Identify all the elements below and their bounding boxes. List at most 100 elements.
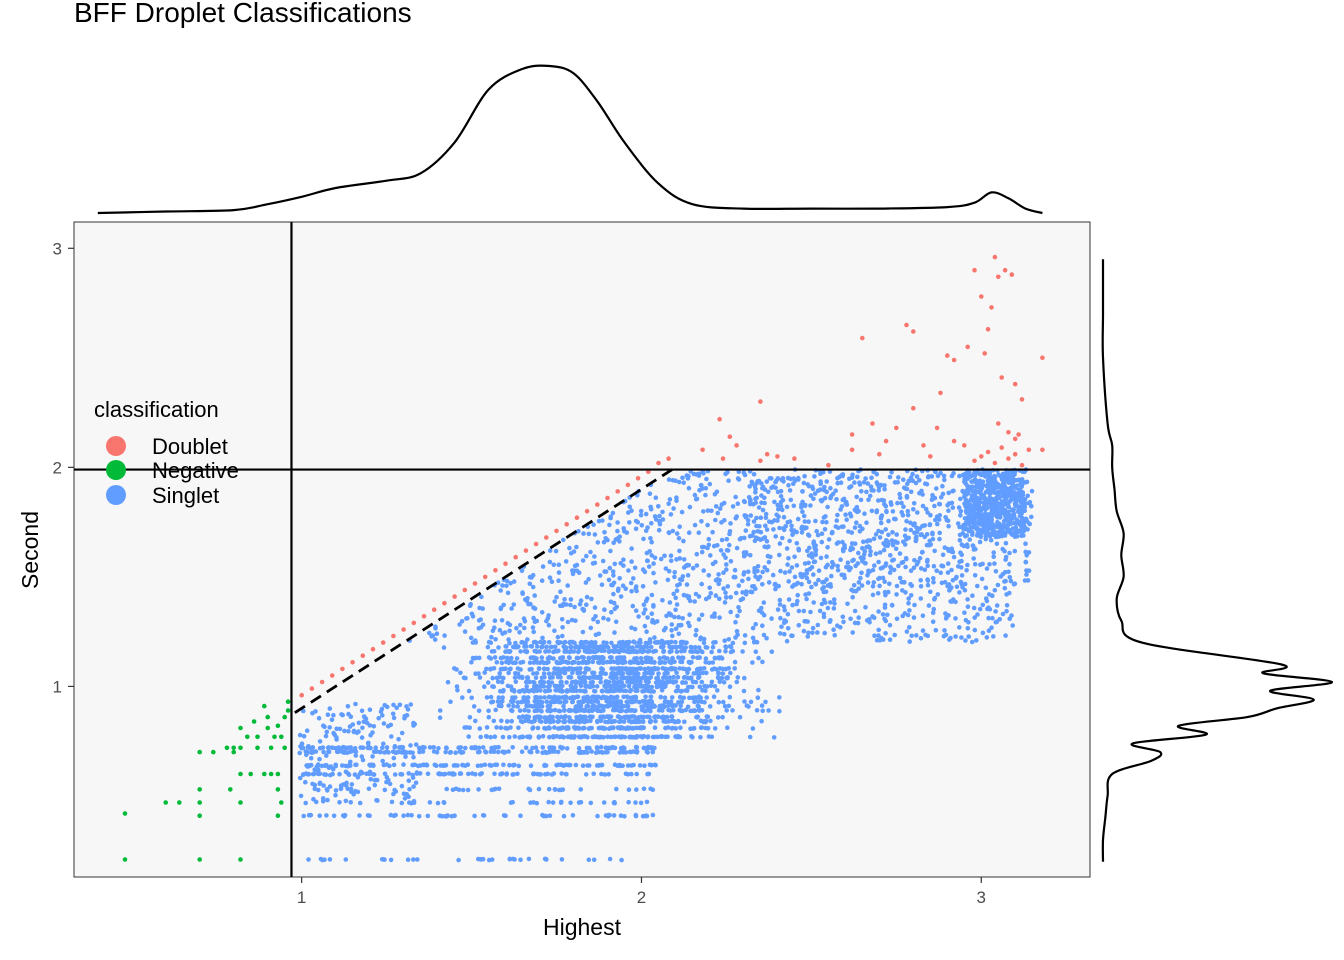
singlet-point <box>425 771 431 777</box>
doublet-point <box>370 646 376 652</box>
singlet-point <box>568 597 574 602</box>
singlet-point <box>970 517 976 522</box>
singlet-point <box>585 694 590 700</box>
singlet-point <box>861 539 866 545</box>
negative-point <box>285 708 291 713</box>
singlet-point <box>384 774 390 780</box>
singlet-point <box>494 725 499 730</box>
singlet-point <box>856 586 861 591</box>
singlet-point <box>679 641 684 646</box>
singlet-point <box>733 494 738 500</box>
singlet-point <box>476 745 482 751</box>
singlet-point <box>641 645 646 650</box>
singlet-point <box>490 684 495 689</box>
singlet-point <box>375 798 380 803</box>
singlet-point <box>957 532 963 538</box>
singlet-point <box>674 649 680 655</box>
negative-point <box>255 745 260 751</box>
singlet-point <box>912 557 917 563</box>
singlet-point <box>699 549 705 555</box>
singlet-point <box>878 520 884 526</box>
singlet-point <box>728 670 733 676</box>
singlet-point <box>918 566 924 571</box>
singlet-point <box>777 597 783 603</box>
singlet-point <box>576 648 582 654</box>
doublet-point <box>996 421 1001 426</box>
singlet-point <box>427 745 433 750</box>
doublet-point <box>350 660 355 665</box>
doublet-point <box>945 353 950 358</box>
singlet-point <box>518 649 523 654</box>
singlet-point <box>554 594 559 600</box>
singlet-point <box>504 772 509 777</box>
singlet-point <box>660 708 665 713</box>
singlet-point <box>845 601 850 607</box>
singlet-point <box>636 719 641 725</box>
singlet-point <box>994 513 999 518</box>
singlet-point <box>993 508 999 514</box>
singlet-point <box>743 550 749 555</box>
singlet-point <box>679 699 685 704</box>
singlet-point <box>692 599 697 604</box>
singlet-point <box>684 593 689 599</box>
singlet-point <box>600 558 606 564</box>
singlet-point <box>343 798 349 804</box>
singlet-point <box>618 561 623 566</box>
singlet-point <box>601 660 606 666</box>
singlet-point <box>715 577 720 582</box>
singlet-point <box>532 639 538 645</box>
singlet-point <box>1025 493 1030 499</box>
singlet-point <box>939 563 944 568</box>
singlet-point <box>766 580 772 585</box>
singlet-point <box>1010 481 1015 487</box>
singlet-point <box>511 602 517 607</box>
doublet-point <box>951 438 957 444</box>
singlet-point <box>637 763 643 768</box>
singlet-point <box>528 644 534 649</box>
singlet-point <box>595 540 601 545</box>
singlet-point <box>987 533 993 539</box>
singlet-point <box>643 640 649 646</box>
singlet-point <box>879 635 884 641</box>
singlet-point <box>614 786 619 792</box>
singlet-point <box>415 857 420 862</box>
singlet-point <box>397 702 403 708</box>
singlet-point <box>431 745 437 750</box>
singlet-point <box>785 626 791 631</box>
singlet-point <box>608 515 613 521</box>
right-density-curve <box>1101 259 1334 862</box>
singlet-point <box>382 771 388 777</box>
singlet-point <box>992 530 997 535</box>
singlet-point <box>875 591 881 596</box>
singlet-point <box>685 573 691 578</box>
singlet-point <box>603 750 609 755</box>
singlet-point <box>857 482 863 487</box>
singlet-point <box>546 679 551 685</box>
singlet-point <box>313 749 319 754</box>
singlet-point <box>883 538 889 543</box>
singlet-point <box>411 857 416 862</box>
singlet-point <box>560 633 565 639</box>
singlet-point <box>699 612 705 618</box>
singlet-point <box>312 767 318 772</box>
singlet-point <box>760 659 765 665</box>
singlet-point <box>310 771 316 777</box>
singlet-point <box>625 644 631 650</box>
singlet-point <box>498 771 504 777</box>
singlet-point <box>502 749 508 755</box>
singlet-point <box>319 763 325 769</box>
singlet-point <box>507 734 512 740</box>
singlet-point <box>508 800 514 805</box>
singlet-point <box>987 562 992 567</box>
singlet-point <box>338 746 343 752</box>
singlet-point <box>669 714 674 719</box>
singlet-point <box>345 764 351 769</box>
singlet-point <box>888 564 893 570</box>
singlet-point <box>901 477 906 483</box>
singlet-point <box>584 594 590 600</box>
singlet-point <box>847 485 852 490</box>
singlet-point <box>620 583 626 588</box>
singlet-point <box>935 473 941 479</box>
doublet-point <box>482 574 488 580</box>
singlet-point <box>810 630 815 636</box>
